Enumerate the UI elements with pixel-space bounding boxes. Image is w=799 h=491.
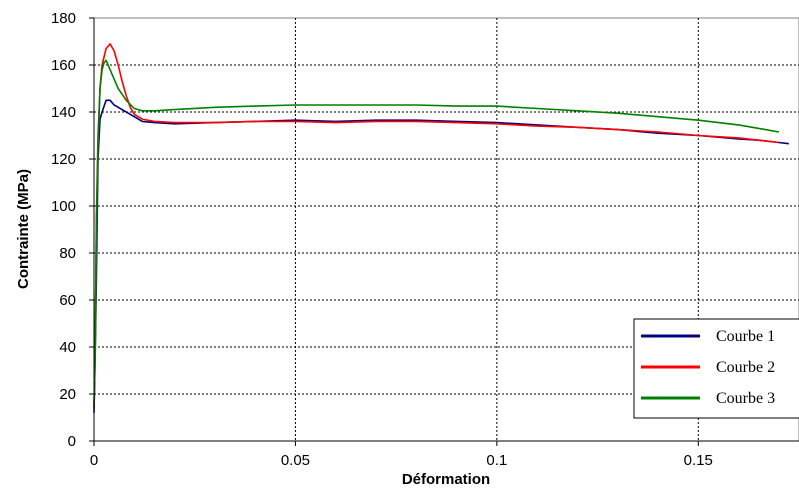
y-tick-label: 140 <box>51 104 76 121</box>
legend-label-courbe-3: Courbe 3 <box>716 390 775 407</box>
legend-label-courbe-2: Courbe 2 <box>716 359 775 376</box>
y-tick-label: 160 <box>51 57 76 74</box>
y-tick-label: 20 <box>59 386 76 403</box>
x-axis-title: Déformation <box>402 471 490 488</box>
x-tick-label: 0.1 <box>486 452 507 469</box>
y-tick-label: 100 <box>51 198 76 215</box>
x-tick-label: 0.15 <box>684 452 713 469</box>
y-tick-label: 40 <box>59 339 76 356</box>
x-tick-label: 0.05 <box>281 452 310 469</box>
y-tick-label: 60 <box>59 292 76 309</box>
y-axis-title: Contrainte (MPa) <box>15 169 32 289</box>
axis-ticks: 0 20 40 60 80 100 120 140 160 180 0 0.05 0.1 0.15 <box>51 10 713 469</box>
series-line-courbe-2 <box>93 43 779 409</box>
legend: Courbe 1 Courbe 2 Courbe 3 <box>633 318 799 419</box>
y-tick-label: 180 <box>51 10 76 27</box>
legend-label-courbe-1: Courbe 1 <box>716 328 775 345</box>
x-tick-label: 0 <box>90 452 98 469</box>
y-tick-label: 120 <box>51 151 76 168</box>
series-group <box>93 43 789 413</box>
y-tick-label: 80 <box>59 245 76 262</box>
y-tick-label: 0 <box>68 433 76 450</box>
series-line-courbe-3 <box>93 59 780 406</box>
